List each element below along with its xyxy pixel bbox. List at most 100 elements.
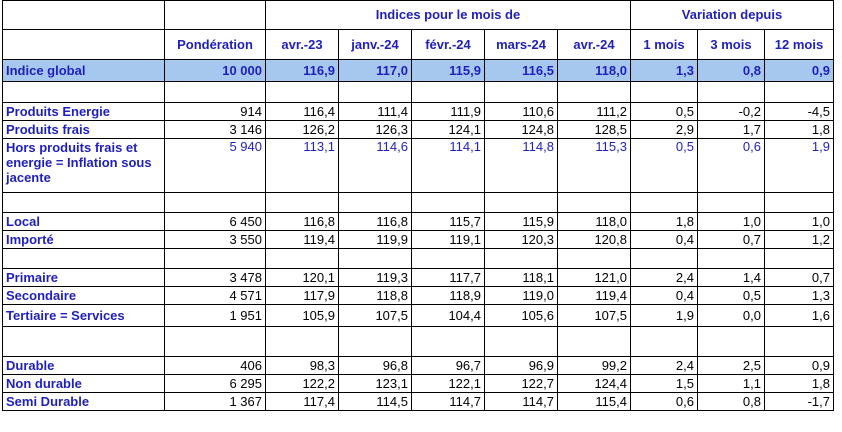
row-label: Produits frais — [2, 120, 165, 139]
cell: 5 940 — [164, 138, 266, 193]
cpi-table: Indices pour le mois de Variation depuis… — [2, 0, 834, 411]
cell: 128,5 — [557, 120, 631, 139]
cell: 114,5 — [338, 392, 412, 411]
cell: 118,0 — [557, 59, 631, 82]
cell: 115,7 — [411, 212, 485, 231]
cell: 114,7 — [411, 392, 485, 411]
cell: 122,7 — [484, 374, 558, 393]
row-label: Semi Durable — [2, 392, 165, 411]
cell: 111,4 — [338, 102, 412, 121]
cell: 115,9 — [411, 59, 485, 82]
col-header-ponderation: Pondération — [164, 29, 266, 60]
cell: 124,1 — [411, 120, 485, 139]
cell: 113,1 — [265, 138, 339, 193]
cell: 117,7 — [411, 268, 485, 287]
cell: 116,8 — [338, 212, 412, 231]
cell: 1,0 — [764, 212, 834, 231]
cell: 0,5 — [697, 286, 765, 305]
cell: 124,4 — [557, 374, 631, 393]
cell: 119,3 — [338, 268, 412, 287]
cell: -0,2 — [697, 102, 765, 121]
cell: 120,8 — [557, 230, 631, 249]
indices-group-header: Indices pour le mois de — [265, 0, 631, 30]
cell: 121,0 — [557, 268, 631, 287]
cell: 98,3 — [265, 356, 339, 375]
row-label: Secondaire — [2, 286, 165, 305]
cell: 117,4 — [265, 392, 339, 411]
cell: 114,7 — [484, 392, 558, 411]
cell: 115,3 — [557, 138, 631, 193]
cell: 107,5 — [557, 304, 631, 327]
cell: 1,6 — [764, 304, 834, 327]
corner-cell — [2, 0, 165, 30]
cell: 118,8 — [338, 286, 412, 305]
cell: 2,4 — [630, 356, 698, 375]
cell: 0,5 — [630, 102, 698, 121]
row-label: Hors produits frais et energie = Inflati… — [2, 138, 165, 193]
cell: 0,6 — [697, 138, 765, 193]
cell: 0,4 — [630, 230, 698, 249]
cell: 0,6 — [630, 392, 698, 411]
cell: 114,8 — [484, 138, 558, 193]
cell: 118,0 — [557, 212, 631, 231]
cell: 914 — [164, 102, 266, 121]
cell: 111,2 — [557, 102, 631, 121]
cell: 119,0 — [484, 286, 558, 305]
cell: 120,3 — [484, 230, 558, 249]
cell: 116,9 — [265, 59, 339, 82]
col-header-mars-24: mars-24 — [484, 29, 558, 60]
cell: 122,2 — [265, 374, 339, 393]
corner-cell-2 — [2, 29, 165, 60]
cell: 116,8 — [265, 212, 339, 231]
table-row-produits-energie: Produits Energie 914 116,4 111,4 111,9 1… — [2, 102, 834, 121]
cell: 115,9 — [484, 212, 558, 231]
cell: 96,8 — [338, 356, 412, 375]
row-label: Produits Energie — [2, 102, 165, 121]
cell: 6 450 — [164, 212, 266, 231]
cell: 105,6 — [484, 304, 558, 327]
cell: 1,8 — [764, 374, 834, 393]
table-row-primaire: Primaire 3 478 120,1 119,3 117,7 118,1 1… — [2, 268, 834, 287]
cell: 119,4 — [557, 286, 631, 305]
cell: 119,1 — [411, 230, 485, 249]
cell: 1,7 — [697, 120, 765, 139]
cell: 0,9 — [764, 356, 834, 375]
spacer-row — [2, 326, 834, 357]
cell: -1,7 — [764, 392, 834, 411]
cell: 124,8 — [484, 120, 558, 139]
row-label: Tertiaire = Services — [2, 304, 165, 327]
cell: 1,3 — [764, 286, 834, 305]
cell: 2,4 — [630, 268, 698, 287]
header-spacer — [164, 0, 266, 30]
cell: 1,9 — [764, 138, 834, 193]
header-column-row: Pondération avr.-23 janv.-24 févr.-24 ma… — [2, 29, 834, 60]
cell: 119,9 — [338, 230, 412, 249]
cell: 111,9 — [411, 102, 485, 121]
cell: 1,8 — [764, 120, 834, 139]
cell: 126,2 — [265, 120, 339, 139]
cell: 118,1 — [484, 268, 558, 287]
cell: 3 550 — [164, 230, 266, 249]
table-row-semi-durable: Semi Durable 1 367 117,4 114,5 114,7 114… — [2, 392, 834, 411]
cell: 119,4 — [265, 230, 339, 249]
table-row-inflation-sous-jacente: Hors produits frais et energie = Inflati… — [2, 138, 834, 193]
table-row-local: Local 6 450 116,8 116,8 115,7 115,9 118,… — [2, 212, 834, 231]
cell: 110,6 — [484, 102, 558, 121]
cell: 114,1 — [411, 138, 485, 193]
cell: 0,9 — [764, 59, 834, 82]
cell: 126,3 — [338, 120, 412, 139]
cell: 120,1 — [265, 268, 339, 287]
table-row-produits-frais: Produits frais 3 146 126,2 126,3 124,1 1… — [2, 120, 834, 139]
cell: 3 146 — [164, 120, 266, 139]
row-label: Durable — [2, 356, 165, 375]
cell: 1,2 — [764, 230, 834, 249]
table-row-secondaire: Secondaire 4 571 117,9 118,8 118,9 119,0… — [2, 286, 834, 305]
cell: 104,4 — [411, 304, 485, 327]
table-row-indice-global: Indice global 10 000 116,9 117,0 115,9 1… — [2, 59, 834, 82]
row-label: Primaire — [2, 268, 165, 287]
col-header-fevr-24: févr.-24 — [411, 29, 485, 60]
row-label: Local — [2, 212, 165, 231]
cell: 0,8 — [697, 392, 765, 411]
cell: 0,0 — [697, 304, 765, 327]
cell: 123,1 — [338, 374, 412, 393]
